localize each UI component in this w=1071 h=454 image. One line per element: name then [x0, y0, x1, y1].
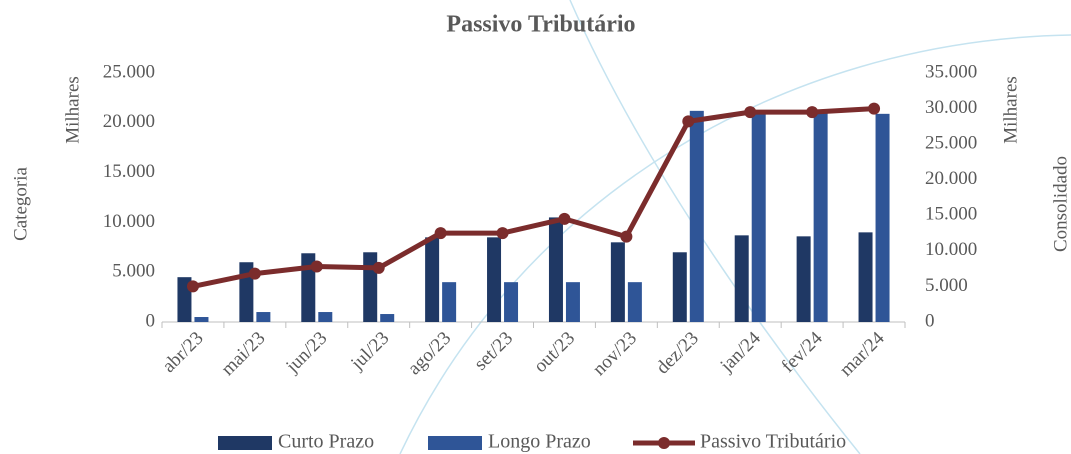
- line-point: [744, 106, 757, 119]
- bar: [363, 252, 378, 322]
- y2-tick-label: 25.000: [925, 133, 977, 154]
- x-tick-label: jun/23: [282, 328, 332, 378]
- y-tick-label: 15.000: [103, 161, 155, 182]
- bar: [301, 253, 316, 322]
- bar: [487, 237, 502, 322]
- y2-tick-label: 20.000: [925, 168, 977, 189]
- line-point: [372, 261, 385, 274]
- line-point: [558, 212, 571, 225]
- bar: [689, 110, 704, 323]
- line-series: [192, 106, 875, 289]
- bar: [751, 112, 766, 322]
- bar: [256, 312, 271, 322]
- line-point: [868, 102, 881, 115]
- x-tick-label: fev/24: [778, 327, 828, 377]
- y-tick-label: 10.000: [103, 211, 155, 232]
- y-tick-label: 5.000: [112, 261, 155, 282]
- legend-marker: [658, 437, 670, 449]
- chart-title: Passivo Tributário: [446, 12, 635, 38]
- bar: [425, 237, 440, 322]
- legend-label: Curto Prazo: [278, 431, 374, 453]
- y2-tick-label: 10.000: [925, 239, 977, 260]
- bar: [610, 242, 625, 322]
- bar: [875, 113, 890, 322]
- bar: [796, 236, 811, 322]
- y2-tick-label: 5.000: [925, 275, 968, 296]
- bar: [504, 282, 519, 322]
- line-point: [620, 230, 633, 243]
- x-tick-label: nov/23: [589, 328, 641, 380]
- bar: [672, 252, 687, 322]
- x-tick-label: dez/23: [652, 328, 703, 379]
- x-tick-label: set/23: [470, 328, 517, 375]
- bar: [318, 312, 333, 322]
- x-tick-label: out/23: [530, 328, 579, 377]
- x-tick-label: jan/24: [716, 327, 765, 376]
- line-point: [496, 227, 509, 240]
- line-point: [310, 260, 323, 273]
- bar: [858, 232, 873, 322]
- y-tick-label: 0: [146, 310, 156, 331]
- line-point: [434, 227, 447, 240]
- legend-label: Passivo Tributário: [700, 431, 846, 453]
- line-point: [682, 115, 695, 128]
- x-tick-label: mai/23: [217, 328, 269, 380]
- x-tick-label: abr/23: [158, 328, 207, 377]
- x-tick-label: jul/23: [346, 328, 393, 375]
- y2-tick-label: 35.000: [925, 61, 977, 82]
- bar: [380, 314, 395, 322]
- x-tick-label: mar/24: [836, 327, 889, 380]
- bar: [627, 282, 642, 322]
- bar: [813, 112, 828, 322]
- line-point: [186, 280, 199, 293]
- y2-axis-title: Consolidado: [1050, 156, 1071, 252]
- bar: [548, 217, 563, 322]
- legend-label: Longo Prazo: [488, 431, 591, 453]
- y-axis-title: Categoria: [10, 167, 31, 241]
- y2-tick-label: 15.000: [925, 204, 977, 225]
- bar: [442, 282, 457, 322]
- bar: [565, 282, 580, 322]
- y-unit: Milhares: [62, 76, 83, 144]
- y2-unit: Milhares: [1000, 76, 1021, 144]
- y2-tick-label: 0: [925, 310, 935, 331]
- bar: [734, 235, 749, 322]
- x-tick-label: ago/23: [404, 328, 455, 379]
- y-tick-label: 20.000: [103, 111, 155, 132]
- legend-swatch: [218, 436, 272, 450]
- legend-swatch: [428, 436, 482, 450]
- line-point: [248, 267, 261, 280]
- bar: [194, 317, 209, 322]
- line-point: [806, 106, 819, 119]
- y2-tick-label: 30.000: [925, 97, 977, 118]
- y-tick-label: 25.000: [103, 61, 155, 82]
